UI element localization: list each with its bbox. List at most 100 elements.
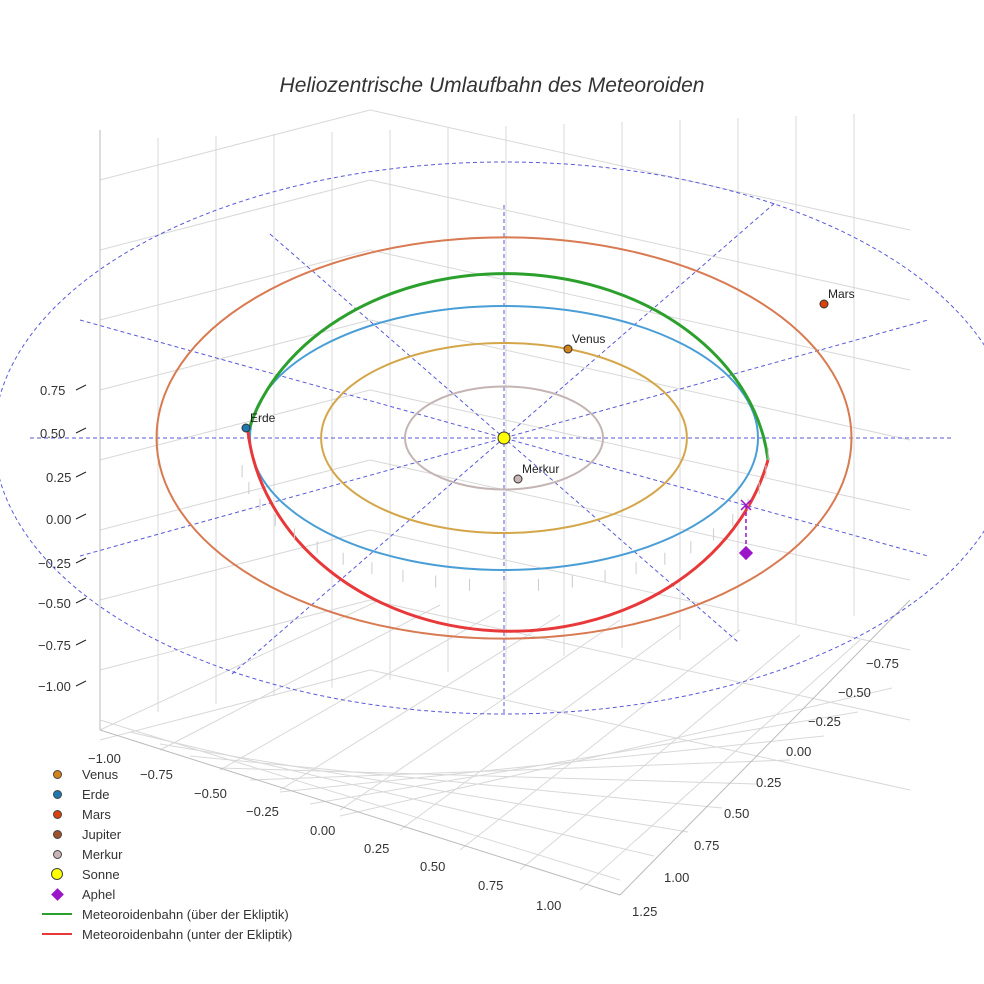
z-tick-mark	[75, 384, 87, 391]
planet-label-erde: Erde	[250, 411, 276, 425]
x-tick-label: 0.75	[478, 878, 503, 893]
x-tick-label: 1.00	[536, 898, 561, 913]
legend-label: Sonne	[82, 866, 120, 882]
legend-marker	[52, 809, 62, 819]
z-tick-mark	[75, 557, 87, 564]
planet-marker-merkur	[513, 474, 523, 484]
planet-marker-venus	[563, 344, 573, 354]
legend-item[interactable]: Merkur	[38, 844, 292, 864]
legend[interactable]: Venus Erde Mars Jupiter Merkur Sonne Aphel Mete…	[38, 764, 292, 944]
grid-line-floor	[579, 639, 861, 891]
legend-label: Jupiter	[82, 826, 122, 842]
legend-item[interactable]: Mars	[38, 804, 292, 824]
legend-symbol	[38, 824, 76, 844]
legend-item[interactable]: Erde	[38, 784, 292, 804]
legend-label: Merkur	[82, 846, 123, 862]
legend-label: Meteoroidenbahn (unter der Ekliptik)	[82, 926, 293, 942]
sun-marker	[497, 431, 511, 445]
grid-line-back	[369, 459, 911, 581]
planet-label-venus: Venus	[572, 332, 605, 346]
y-tick-label: 0.00	[786, 744, 811, 759]
x-axis-line	[99, 729, 621, 896]
z-tick-label: −1.00	[38, 679, 71, 694]
meteoroid-orbit-above	[246, 272, 770, 461]
grid-line-floor	[279, 735, 825, 793]
planet-label-merkur: Merkur	[522, 462, 559, 476]
planet-marker-erde	[241, 423, 251, 433]
grid-line-back	[369, 319, 911, 441]
z-tick-label: 0.75	[40, 383, 65, 398]
legend-label: Meteoroidenbahn (über der Ekliptik)	[82, 906, 289, 922]
legend-symbol	[38, 784, 76, 804]
x-tick-label: 0.00	[310, 823, 335, 838]
grid-line-floor	[99, 719, 621, 881]
orbit-mars	[155, 236, 853, 640]
grid-line-back-left	[99, 319, 371, 391]
legend-marker	[51, 868, 63, 880]
legend-symbol	[38, 904, 76, 924]
grid-line-back	[369, 389, 911, 511]
grid-line-floor	[519, 634, 801, 871]
aphel-marker	[738, 545, 754, 561]
grid-line-floor	[99, 599, 381, 731]
legend-item[interactable]: Meteoroidenbahn (über der Ekliptik)	[38, 904, 292, 924]
grid-line-floor	[159, 604, 441, 751]
x-tick-label: 0.50	[420, 859, 445, 874]
x-tick-label: −0.25	[246, 804, 279, 819]
grid-line-floor	[159, 743, 689, 833]
legend-symbol	[38, 804, 76, 824]
grid-line-floor	[219, 767, 757, 785]
z-tick-label: 0.50	[40, 426, 65, 441]
planet-marker-mars	[819, 299, 829, 309]
chart-title: Heliozentrische Umlaufbahn des Meteoroid…	[279, 74, 705, 97]
legend-marker	[42, 933, 72, 935]
y-tick-label: 0.75	[694, 838, 719, 853]
grid-line-floor	[339, 687, 893, 817]
legend-label: Erde	[82, 786, 110, 802]
grid-line-floor	[399, 624, 681, 831]
grid-line-back-left	[99, 389, 371, 461]
tick-labels: 0.75 0.50 0.25 0.00 −0.25 −0.50 −0.75 −1.00 −1.0…	[38, 383, 899, 919]
z-tick-mark	[75, 680, 87, 687]
z-tick-mark	[75, 471, 87, 478]
meteoroid-orbit	[241, 272, 770, 633]
legend-item[interactable]: Aphel	[38, 884, 292, 904]
z-tick-label: −0.25	[38, 556, 71, 571]
z-tick-label: 0.00	[46, 512, 71, 527]
grid-line-floor	[339, 619, 621, 811]
z-tick-label: 0.25	[46, 470, 71, 485]
y-tick-label: 0.25	[756, 775, 781, 790]
grid-line-floor	[279, 614, 561, 791]
z-tick-mark	[75, 639, 87, 646]
x-tick-label: 0.25	[364, 841, 389, 856]
z-tick-label: −0.50	[38, 596, 71, 611]
y-tick-label: 0.50	[724, 806, 749, 821]
grid-line-floor	[459, 629, 741, 851]
z-tick-mark	[75, 597, 87, 604]
y-tick-label: −0.25	[808, 714, 841, 729]
legend-marker	[52, 769, 62, 779]
legend-item[interactable]: Venus	[38, 764, 292, 784]
legend-marker	[52, 789, 62, 799]
grid-line-floor	[249, 759, 791, 781]
legend-item[interactable]: Meteoroidenbahn (unter der Ekliptik)	[38, 924, 292, 944]
grid-line-floor	[129, 731, 655, 857]
legend-item[interactable]: Jupiter	[38, 824, 292, 844]
legend-item[interactable]: Sonne	[38, 864, 292, 884]
grid-line-back-left	[99, 599, 371, 671]
legend-marker	[52, 849, 62, 859]
grid-line-back-left	[99, 179, 371, 251]
grid-line-back-left	[99, 249, 371, 321]
grid-line-back	[369, 529, 911, 651]
grid-line-back	[369, 249, 911, 371]
legend-label: Aphel	[82, 886, 116, 902]
legend-label: Venus	[82, 766, 119, 782]
ecliptic-reference-circle	[0, 161, 984, 715]
legend-marker	[42, 913, 72, 915]
legend-symbol	[38, 924, 76, 944]
y-tick-label: 1.00	[664, 870, 689, 885]
legend-marker	[50, 887, 64, 901]
meteoroid-orbit-below	[246, 431, 770, 633]
